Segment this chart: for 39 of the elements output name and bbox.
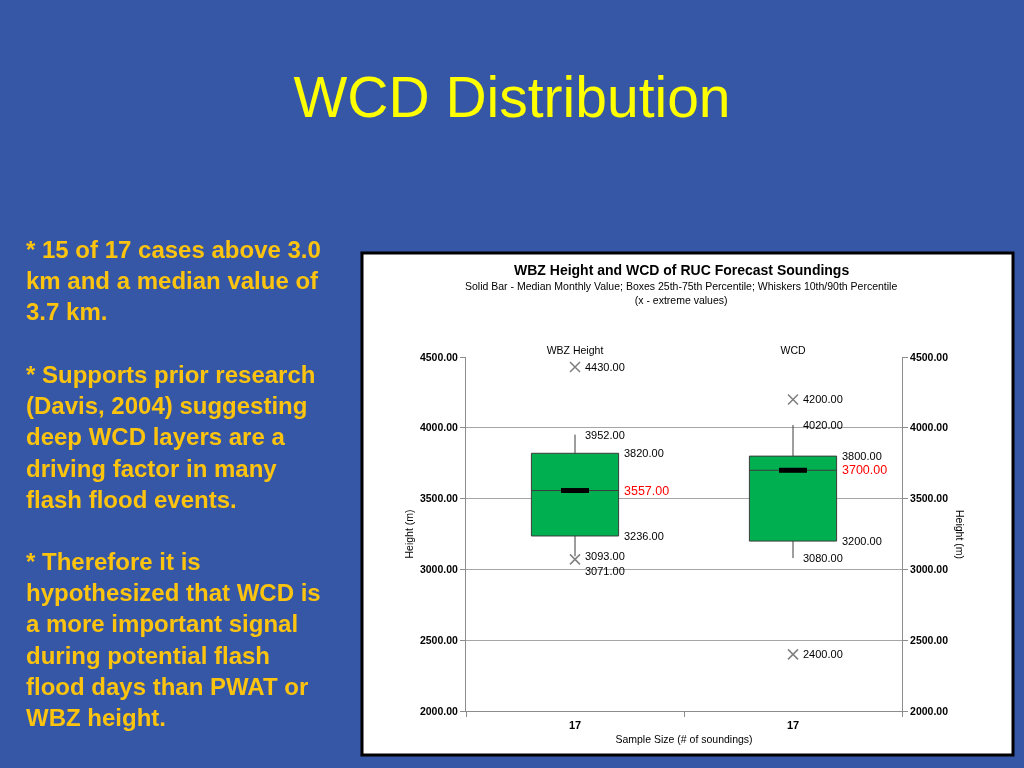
text: * 15 of 17 cases above 3.0 km and a median value of 3.7 km. [26,236,321,326]
y2-tick-label: 3500.00 [910,492,949,505]
y-tick-label: 3500.00 [419,492,459,505]
x-axis-title: Sample Size (# of soundings) [615,732,753,745]
chart-subtitle: WBZ Height and WCD of RUC Forecast Soundings [514,262,850,278]
y-tick-label: 3000.00 [419,563,459,576]
text: 17 [787,719,800,731]
y-tick-label: 4500.00 [419,350,459,363]
text: * Supports prior research (Davis, 2004) suggesting deep WCD layers are a driving factor in many flash flood events. [26,361,316,513]
y2-tick-label: 4000.00 [910,421,949,434]
annotation: 3200.00 [842,535,882,547]
annotation: 4020.00 [803,419,843,431]
y-axis-title: Height (m) [402,509,415,559]
y2-tick-label: 3000.00 [910,563,949,576]
y2-axis-title: Height (m) [954,510,966,560]
text: Solid Bar - Median Monthly Value; Boxes 25th-75th Percentile; Whiskers 10th/90th Percentile (x - extreme values) [465,280,898,306]
annotation: 4200.00 [803,393,843,405]
y-tick-label: 2000.00 [419,704,459,717]
y-tick-label: 2500.00 [419,633,459,646]
chart-title: WCD Distribution [293,64,731,129]
y2-tick-label: 4500.00 [910,350,949,363]
annotation: 3820.00 [624,447,664,459]
annotation: 3071.00 [585,565,625,577]
annotation: 2400.00 [803,648,843,660]
y2-tick-label: 2500.00 [910,633,949,646]
x-tick-label: WBZ Height [546,343,604,356]
text: * Therefore it is hypothesized that WCD is a more important signal during potential flash flood days than PWAT or WBZ height. [26,548,321,731]
annotation: 3236.00 [624,530,664,542]
annotation: 3557.00 [624,484,670,498]
x-tick-label: WCD [780,343,806,356]
annotation: 3080.00 [803,552,843,564]
annotation: 3952.00 [585,429,625,441]
annotation: 4430.00 [585,361,625,373]
y-tick-label: 4000.00 [419,421,459,434]
annotation: 3700.00 [842,463,888,477]
text: 17 [569,719,582,731]
annotation: 3800.00 [842,450,882,462]
annotation: 3093.00 [585,550,625,562]
y2-tick-label: 2000.00 [910,704,949,717]
